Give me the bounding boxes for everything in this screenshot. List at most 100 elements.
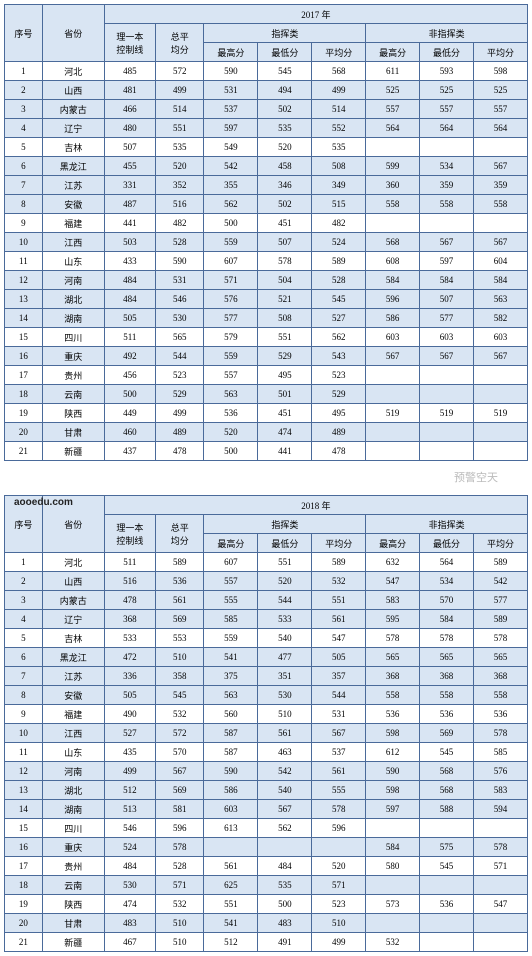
cell: 陕西 xyxy=(42,895,104,914)
table-row: 11山东433590607578589608597604 xyxy=(5,252,528,271)
cell: 579 xyxy=(204,328,258,347)
cell: 368 xyxy=(104,610,155,629)
cell: 559 xyxy=(204,347,258,366)
cell: 江苏 xyxy=(42,667,104,686)
cell: 558 xyxy=(420,686,474,705)
cell: 500 xyxy=(204,442,258,461)
cell: 561 xyxy=(312,762,366,781)
cell xyxy=(366,819,420,838)
cell: 山西 xyxy=(42,572,104,591)
cell: 516 xyxy=(155,195,204,214)
cell: 1 xyxy=(5,553,43,572)
cell: 544 xyxy=(312,686,366,705)
cell: 508 xyxy=(258,309,312,328)
cell: 13 xyxy=(5,290,43,309)
table-row: 20甘肃483510541483510 xyxy=(5,914,528,933)
cell: 570 xyxy=(420,591,474,610)
cell: 495 xyxy=(258,366,312,385)
cell xyxy=(366,876,420,895)
cell: 540 xyxy=(258,629,312,648)
cell: 456 xyxy=(104,366,155,385)
cell: 重庆 xyxy=(42,838,104,857)
cell: 532 xyxy=(155,895,204,914)
cell: 510 xyxy=(155,648,204,667)
cell: 内蒙古 xyxy=(42,591,104,610)
cell: 511 xyxy=(104,328,155,347)
cell: 359 xyxy=(420,176,474,195)
cell: 460 xyxy=(104,423,155,442)
cell: 586 xyxy=(204,781,258,800)
table-row: 5吉林533553559540547578578578 xyxy=(5,629,528,648)
cell: 491 xyxy=(258,933,312,952)
cell: 533 xyxy=(258,610,312,629)
cell: 545 xyxy=(420,743,474,762)
cell: 608 xyxy=(366,252,420,271)
cell: 586 xyxy=(366,309,420,328)
cell: 578 xyxy=(474,629,528,648)
cell: 508 xyxy=(312,157,366,176)
cell: 519 xyxy=(420,404,474,423)
cell: 603 xyxy=(420,328,474,347)
cell: 499 xyxy=(312,933,366,952)
h-totalavg: 总平 均分 xyxy=(155,515,204,553)
table-row: 13湖北512569586540555598568583 xyxy=(5,781,528,800)
cell: 15 xyxy=(5,328,43,347)
cell: 478 xyxy=(312,442,366,461)
cell: 368 xyxy=(420,667,474,686)
cell xyxy=(420,138,474,157)
cell: 582 xyxy=(474,309,528,328)
cell: 463 xyxy=(258,743,312,762)
cell: 505 xyxy=(104,686,155,705)
table-2018: 序号 省份 2018 年 理一本 控制线 总平 均分 指挥类 非指挥类 最高分 … xyxy=(4,495,528,952)
cell: 612 xyxy=(366,743,420,762)
cell: 613 xyxy=(204,819,258,838)
cell: 503 xyxy=(104,233,155,252)
cell: 578 xyxy=(474,838,528,857)
cell: 云南 xyxy=(42,385,104,404)
table-row: 10江西503528559507524568567567 xyxy=(5,233,528,252)
cell: 578 xyxy=(312,800,366,819)
cell: 563 xyxy=(204,686,258,705)
cell: 20 xyxy=(5,914,43,933)
table-row: 6黑龙江455520542458508599534567 xyxy=(5,157,528,176)
cell: 607 xyxy=(204,553,258,572)
cell: 500 xyxy=(204,214,258,233)
cell: 14 xyxy=(5,800,43,819)
cell: 547 xyxy=(366,572,420,591)
cell: 455 xyxy=(104,157,155,176)
table-row: 14湖南513581603567578597588594 xyxy=(5,800,528,819)
cell: 604 xyxy=(474,252,528,271)
cell: 558 xyxy=(420,195,474,214)
cell: 505 xyxy=(312,648,366,667)
table-row: 3内蒙古478561555544551583570577 xyxy=(5,591,528,610)
cell: 499 xyxy=(155,404,204,423)
cell: 499 xyxy=(312,81,366,100)
cell: 511 xyxy=(104,553,155,572)
table-row: 14湖南505530577508527586577582 xyxy=(5,309,528,328)
cell: 564 xyxy=(366,119,420,138)
cell: 16 xyxy=(5,347,43,366)
cell: 河北 xyxy=(42,62,104,81)
cell: 507 xyxy=(258,233,312,252)
cell: 590 xyxy=(204,762,258,781)
cell: 福建 xyxy=(42,214,104,233)
h-cmd: 指挥类 xyxy=(204,24,366,43)
cell: 507 xyxy=(104,138,155,157)
cell: 551 xyxy=(258,328,312,347)
cell: 17 xyxy=(5,857,43,876)
cell: 576 xyxy=(474,762,528,781)
cell: 585 xyxy=(204,610,258,629)
table-row: 15四川546596613562596 xyxy=(5,819,528,838)
cell: 331 xyxy=(104,176,155,195)
cell: 557 xyxy=(366,100,420,119)
cell: 553 xyxy=(155,629,204,648)
cell: 514 xyxy=(312,100,366,119)
cell: 551 xyxy=(204,895,258,914)
table-row: 1河北511589607551589632564589 xyxy=(5,553,528,572)
h-cmd-min: 最低分 xyxy=(258,43,312,62)
cell: 516 xyxy=(104,572,155,591)
cell: 536 xyxy=(155,572,204,591)
cell: 494 xyxy=(258,81,312,100)
cell: 551 xyxy=(258,553,312,572)
cell: 472 xyxy=(104,648,155,667)
